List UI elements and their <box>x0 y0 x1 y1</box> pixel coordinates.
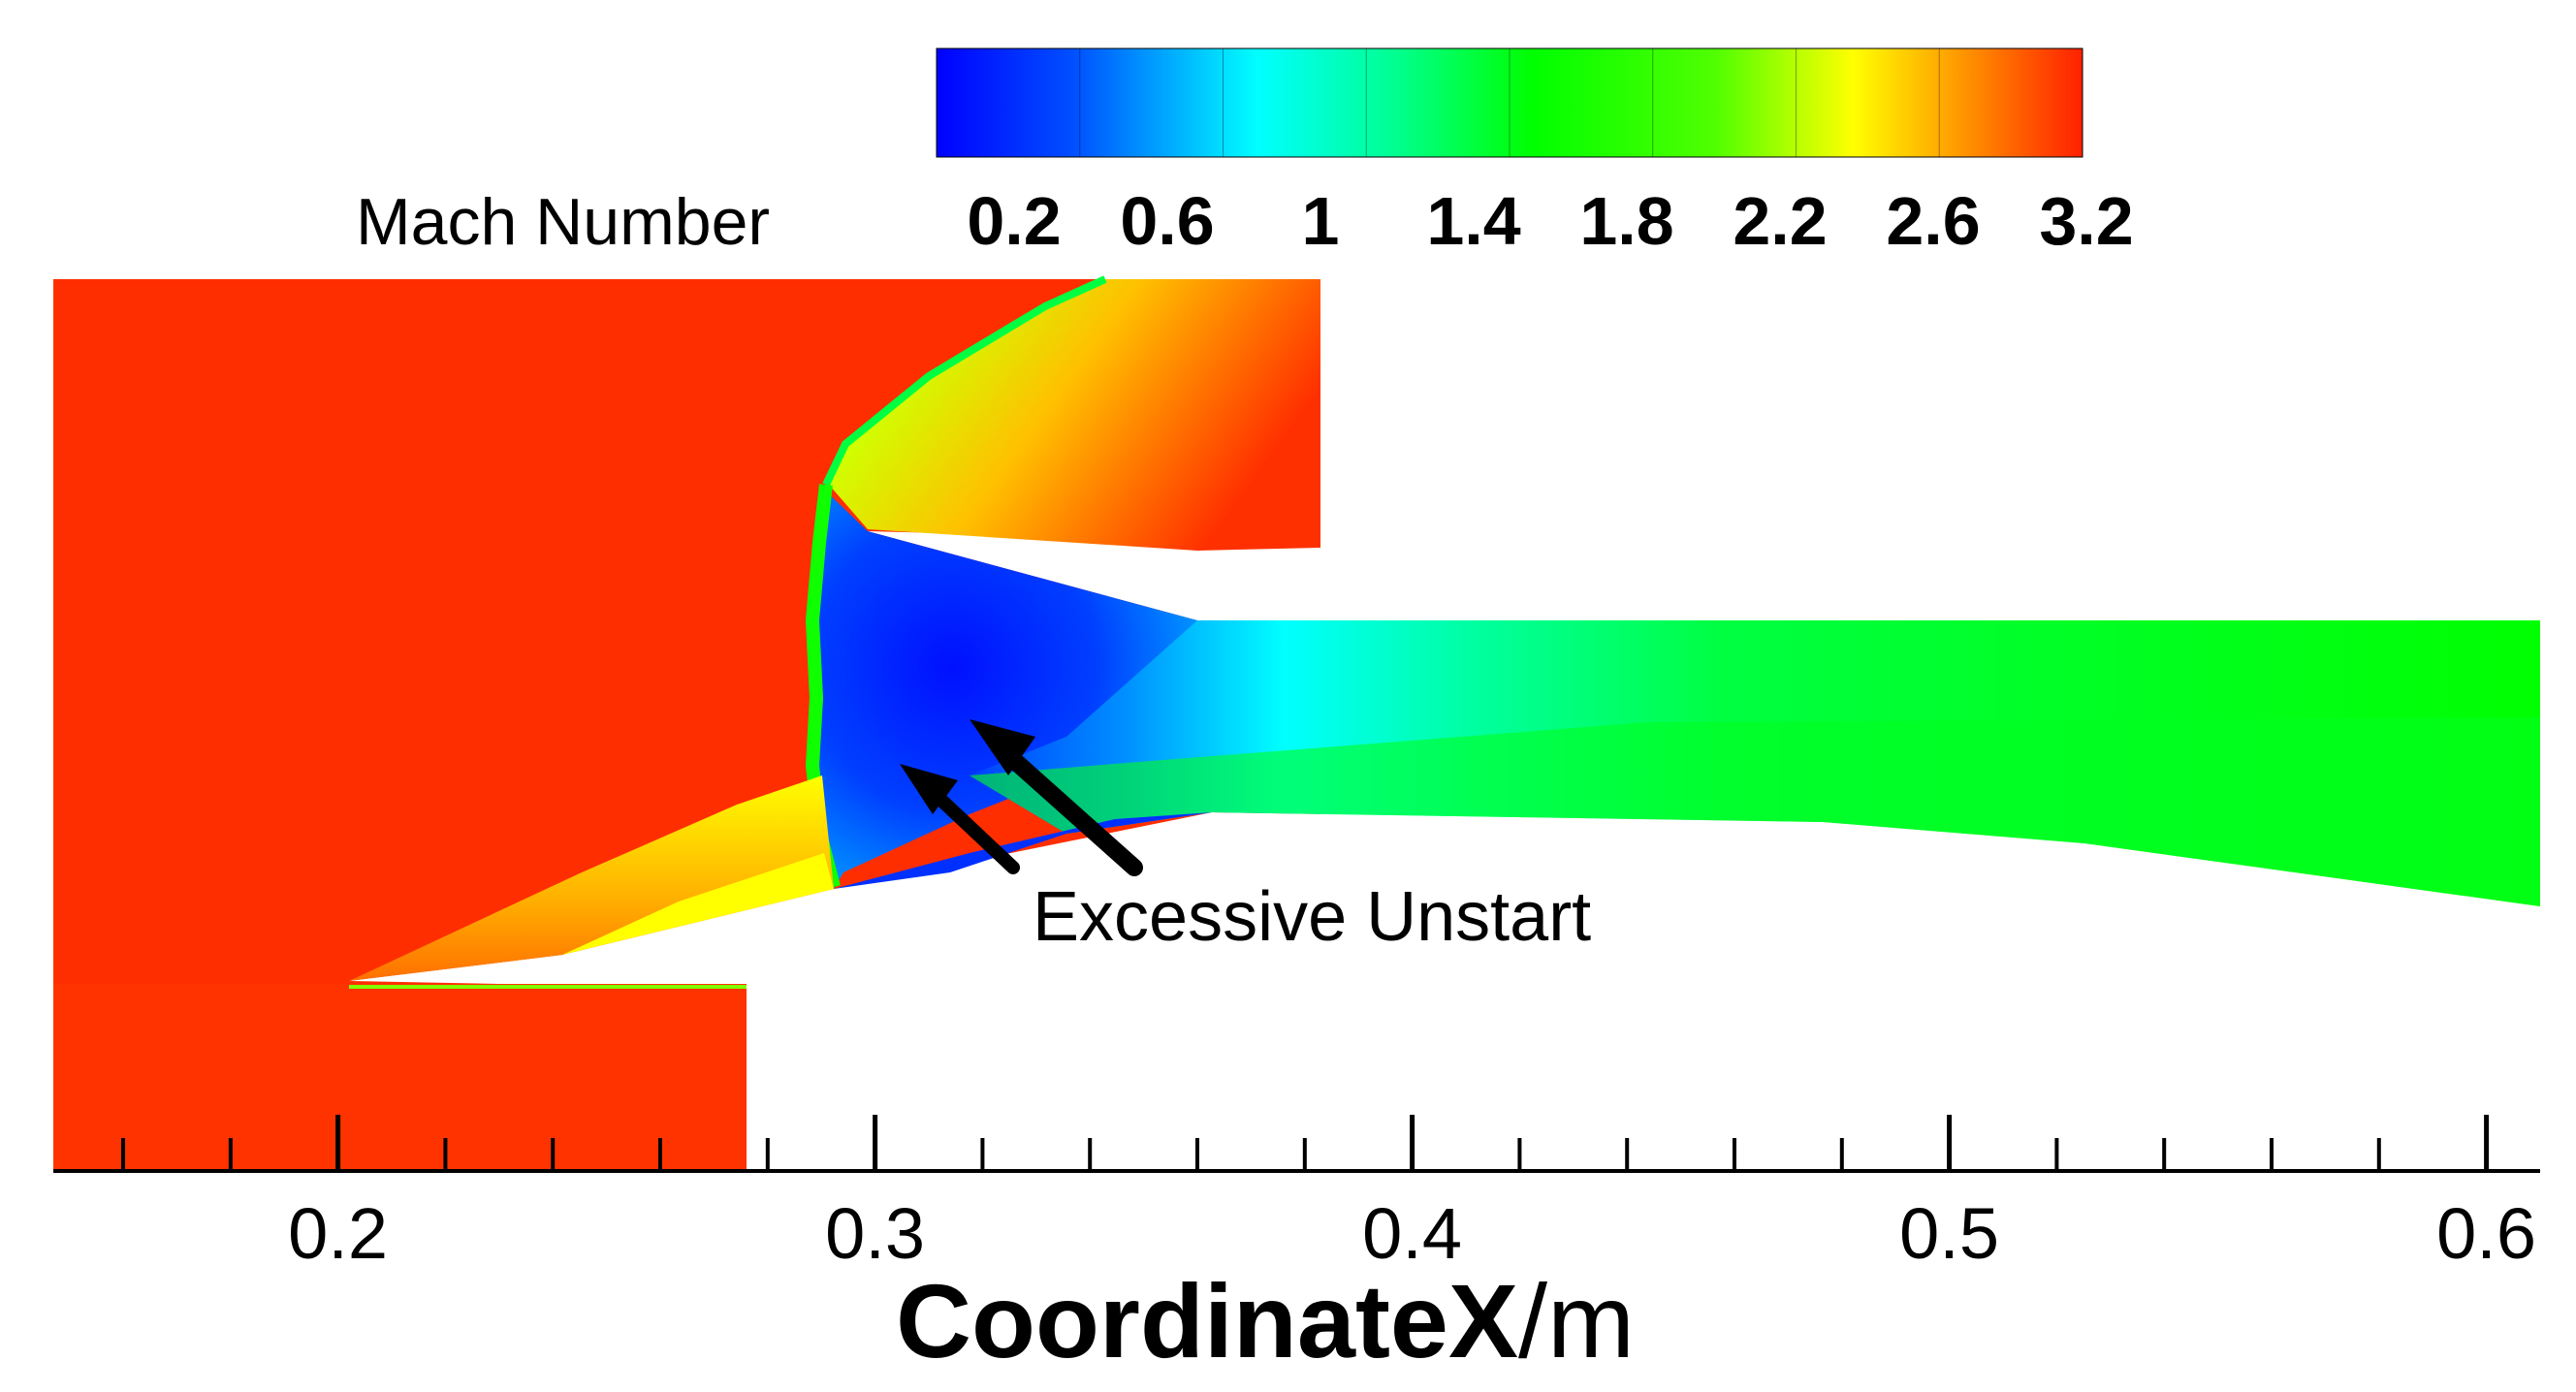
x-axis-title-main: CoordinateX <box>896 1262 1518 1379</box>
x-tick-label: 0.5 <box>1899 1193 1999 1274</box>
x-tick-label: 0.4 <box>1362 1193 1462 1274</box>
x-axis-title: CoordinateX/m <box>896 1262 1635 1379</box>
cowl-shock-line <box>822 275 1107 487</box>
x-tick-label: 0.3 <box>825 1193 925 1274</box>
colorbar-tick-label: 2.2 <box>1733 183 1827 259</box>
ramp-compression <box>349 775 834 981</box>
lower-blue-layer <box>834 812 1212 889</box>
colorbar-tick-label: 0.2 <box>967 183 1061 259</box>
arrow-1-shaft <box>990 738 1143 876</box>
colorbar-dividers <box>1079 48 1940 157</box>
subsonic-bubble <box>810 485 1217 889</box>
colorbar-tick-label: 1.8 <box>1579 183 1673 259</box>
upper-outer-blank <box>868 279 2576 620</box>
arrow-2-shaft <box>924 783 1020 874</box>
colorbar-tick-labels: 0.2 0.6 1 1.4 1.8 2.2 2.6 3.2 <box>967 183 2133 259</box>
lower-plate-region <box>53 984 747 1171</box>
colorbar-title: Mach Number <box>356 185 770 259</box>
arrow-1-head <box>970 719 1035 775</box>
colorbar-tick-label: 2.6 <box>1886 183 1980 259</box>
colorbar-tick-label: 1 <box>1302 183 1340 259</box>
x-tick-label: 0.6 <box>2436 1193 2536 1274</box>
colorbar-tick-label: 1.4 <box>1426 183 1520 259</box>
colorbar-gradient <box>936 47 2083 158</box>
unstart-arrows <box>900 719 1143 876</box>
arrow-2-head <box>900 764 958 814</box>
annotation-text: Excessive Unstart <box>1033 878 1591 956</box>
x-axis: 0.2 0.3 0.4 0.5 0.6 CoordinateX/m <box>53 1115 2540 1379</box>
colorbar-tick-label: 0.6 <box>1120 183 1214 259</box>
x-tick-label: 0.2 <box>288 1193 388 1274</box>
x-axis-ticks: 0.2 0.3 0.4 0.5 0.6 <box>121 1115 2536 1274</box>
x-axis-title-unit: /m <box>1518 1262 1635 1379</box>
contour-field <box>53 275 2576 1171</box>
colorbar-tick-label: 3.2 <box>2039 183 2133 259</box>
duct-lower-band <box>970 717 2540 906</box>
colorbar: Mach Number 0.2 0.6 1 1.4 1.8 2.2 2.6 3.2 <box>356 47 2134 259</box>
upper-cowl-flow <box>829 279 1320 551</box>
ramp-shock-yellow <box>562 853 834 955</box>
lower-right-blank <box>747 981 2576 1171</box>
